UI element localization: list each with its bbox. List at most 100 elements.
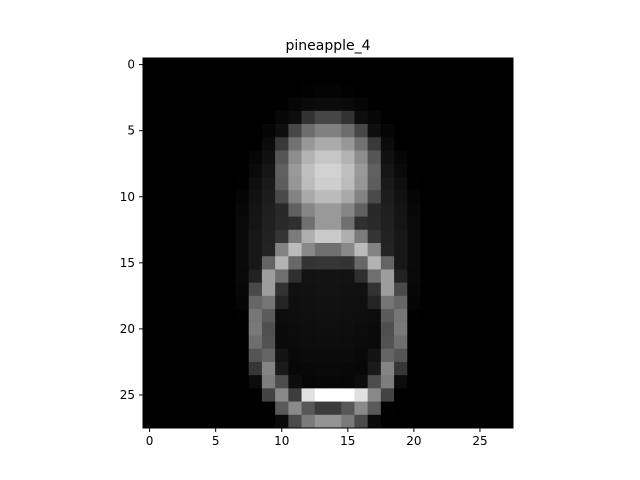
heatmap-cell bbox=[446, 110, 461, 125]
heatmap-cell bbox=[288, 269, 302, 283]
heatmap-cell bbox=[367, 229, 382, 244]
heatmap-cell bbox=[420, 110, 435, 125]
heatmap-cell bbox=[354, 348, 368, 363]
heatmap-cell bbox=[222, 295, 236, 310]
heatmap-cell bbox=[367, 243, 382, 257]
heatmap-cell bbox=[156, 401, 170, 416]
heatmap-cell bbox=[407, 97, 421, 112]
heatmap-cell bbox=[486, 414, 501, 429]
heatmap-cell bbox=[261, 84, 276, 98]
heatmap-cell bbox=[195, 71, 210, 85]
heatmap-cell bbox=[314, 414, 329, 429]
heatmap-cell bbox=[235, 401, 250, 416]
heatmap-cell bbox=[169, 322, 183, 336]
heatmap-cell bbox=[486, 203, 501, 217]
heatmap-cell bbox=[420, 163, 435, 178]
heatmap-cell bbox=[446, 229, 461, 244]
heatmap-cell bbox=[156, 388, 170, 402]
heatmap-cell bbox=[314, 203, 329, 217]
heatmap-cell bbox=[499, 150, 514, 165]
heatmap-cell bbox=[407, 163, 421, 178]
heatmap-cell bbox=[209, 401, 223, 416]
heatmap-cell bbox=[314, 110, 329, 125]
heatmap-cell bbox=[301, 243, 316, 257]
heatmap-cell bbox=[301, 110, 316, 125]
heatmap-cell bbox=[182, 269, 197, 283]
heatmap-cell bbox=[407, 229, 421, 244]
heatmap-cell bbox=[433, 401, 448, 416]
heatmap-cell bbox=[288, 361, 302, 376]
heatmap-cell bbox=[473, 71, 487, 85]
heatmap-cell bbox=[314, 58, 329, 72]
heatmap-cell bbox=[248, 309, 263, 323]
heatmap-cell bbox=[288, 375, 302, 389]
heatmap-cell bbox=[328, 309, 342, 323]
heatmap-cell bbox=[473, 309, 487, 323]
heatmap-cell bbox=[248, 295, 263, 310]
heatmap-cell bbox=[275, 71, 289, 85]
heatmap-cell bbox=[499, 190, 514, 204]
heatmap-cell bbox=[235, 322, 250, 336]
heatmap-cell bbox=[407, 203, 421, 217]
heatmap-cell bbox=[407, 124, 421, 138]
heatmap-cell bbox=[235, 414, 250, 429]
heatmap-cell bbox=[446, 243, 461, 257]
heatmap-cell bbox=[394, 110, 408, 125]
heatmap-cell bbox=[222, 335, 236, 350]
x-tick-label: 25 bbox=[472, 434, 487, 448]
heatmap-cell bbox=[367, 84, 382, 98]
heatmap-cell bbox=[182, 348, 197, 363]
heatmap-cell bbox=[182, 124, 197, 138]
heatmap-cell bbox=[394, 71, 408, 85]
heatmap-cell bbox=[222, 282, 236, 297]
heatmap-cell bbox=[486, 124, 501, 138]
heatmap-cell bbox=[328, 137, 342, 151]
heatmap-cell bbox=[275, 84, 289, 98]
heatmap-cell bbox=[394, 124, 408, 138]
heatmap-cell bbox=[314, 216, 329, 231]
heatmap-cell bbox=[341, 375, 355, 389]
heatmap-cell bbox=[499, 401, 514, 416]
heatmap-cell bbox=[328, 110, 342, 125]
heatmap-cell bbox=[354, 335, 368, 350]
heatmap-cell bbox=[275, 282, 289, 297]
heatmap-cell bbox=[473, 176, 487, 191]
heatmap-cell bbox=[446, 282, 461, 297]
heatmap-cell bbox=[460, 295, 474, 310]
heatmap-cell bbox=[433, 58, 448, 72]
heatmap-cell bbox=[380, 388, 395, 402]
heatmap-cell bbox=[367, 322, 382, 336]
heatmap-cell bbox=[420, 97, 435, 112]
heatmap-cell bbox=[473, 150, 487, 165]
heatmap-cell bbox=[328, 282, 342, 297]
y-tick-label: 10 bbox=[120, 190, 135, 204]
heatmap-cell bbox=[499, 282, 514, 297]
heatmap-cell bbox=[380, 375, 395, 389]
heatmap-cell bbox=[235, 229, 250, 244]
heatmap-cell bbox=[288, 137, 302, 151]
heatmap-cell bbox=[195, 110, 210, 125]
heatmap-cell bbox=[380, 348, 395, 363]
heatmap-cell bbox=[195, 401, 210, 416]
heatmap-cell bbox=[143, 243, 157, 257]
heatmap-cell bbox=[301, 71, 316, 85]
heatmap-cell bbox=[195, 124, 210, 138]
heatmap-cell bbox=[195, 269, 210, 283]
heatmap-cell bbox=[314, 150, 329, 165]
heatmap-cell bbox=[288, 58, 302, 72]
heatmap-cell bbox=[195, 414, 210, 429]
heatmap-cell bbox=[143, 71, 157, 85]
heatmap-cell bbox=[156, 163, 170, 178]
heatmap-cell bbox=[486, 216, 501, 231]
heatmap-cell bbox=[367, 256, 382, 270]
heatmap-cell bbox=[354, 176, 368, 191]
heatmap-cell bbox=[261, 295, 276, 310]
heatmap-cell bbox=[486, 150, 501, 165]
heatmap-cell bbox=[275, 176, 289, 191]
heatmap-cell bbox=[156, 309, 170, 323]
heatmap-cell bbox=[473, 84, 487, 98]
heatmap-cell bbox=[261, 361, 276, 376]
heatmap-cell bbox=[446, 295, 461, 310]
heatmap-cell bbox=[367, 216, 382, 231]
heatmap-cell bbox=[420, 58, 435, 72]
